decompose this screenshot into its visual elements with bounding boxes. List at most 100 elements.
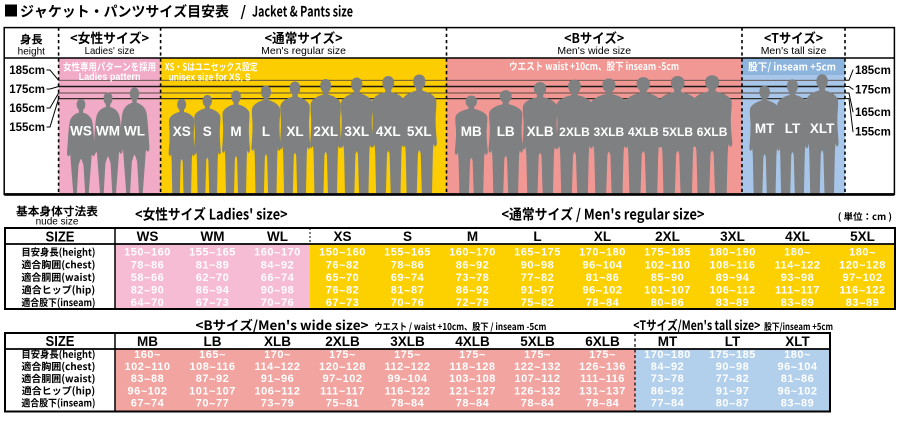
svg-text:165~175: 165~175 [514,247,561,260]
svg-text:69~74: 69~74 [391,272,425,285]
svg-text:185cm: 185cm [9,65,45,77]
svg-text:81~86: 81~86 [781,373,814,386]
svg-text:111~117: 111~117 [775,285,820,298]
svg-text:175~: 175~ [589,349,616,362]
svg-text:4XL: 4XL [376,124,401,139]
svg-text:SIZE: SIZE [46,333,75,350]
svg-text:107~112: 107~112 [514,373,560,386]
svg-text:90~98: 90~98 [521,259,554,272]
svg-text:78~84: 78~84 [586,297,620,310]
svg-text:120~128: 120~128 [839,259,886,272]
svg-text:S: S [403,229,412,244]
svg-text:MB: MB [461,124,482,139]
svg-text:90~98: 90~98 [716,361,749,374]
svg-text:86~94: 86~94 [196,285,230,298]
svg-text:5XL: 5XL [850,229,875,244]
svg-text:Men's regular size: Men's regular size [261,45,346,57]
svg-text:120~128: 120~128 [319,361,366,374]
svg-text:108~116: 108~116 [189,361,235,374]
svg-text:83~88: 83~88 [131,373,164,386]
svg-text:2XLB: 2XLB [559,125,590,139]
svg-text:2XLB: 2XLB [325,334,360,349]
svg-text:Ladies' size: Ladies' size [85,45,135,57]
svg-text:96~102: 96~102 [777,385,817,398]
svg-text:Men's tall size: Men's tall size [761,45,827,57]
svg-text:78~84: 78~84 [586,398,620,411]
svg-text:L: L [262,124,270,139]
svg-text:Ladies pattern: Ladies pattern [79,71,141,83]
svg-text:64~70: 64~70 [131,297,164,310]
svg-text:165cm: 165cm [9,103,45,115]
svg-text:84~92: 84~92 [651,361,684,374]
svg-text:XS: XS [173,124,191,139]
svg-text:106~112: 106~112 [709,285,755,298]
svg-text:101~107: 101~107 [644,285,691,298]
svg-text:66~74: 66~74 [261,272,295,285]
svg-text:MT: MT [755,121,775,136]
svg-text:180~: 180~ [784,247,811,260]
svg-text:114~122: 114~122 [254,361,300,374]
svg-text:WL: WL [124,124,145,139]
svg-text:175~: 175~ [394,349,421,362]
svg-text:99~104: 99~104 [387,373,427,386]
svg-text:XLB: XLB [527,124,554,139]
svg-text:155~165: 155~165 [189,247,236,260]
svg-text:5XL: 5XL [407,124,432,139]
svg-text:102~110: 102~110 [644,259,690,272]
svg-text:3XLB: 3XLB [594,125,625,139]
svg-text:2XL: 2XL [655,229,680,244]
svg-text:91~96: 91~96 [261,373,294,386]
svg-text:4XLB: 4XLB [628,125,659,139]
svg-text:78~84: 78~84 [456,398,490,411]
svg-text:73~79: 73~79 [261,398,294,411]
svg-text:155~165: 155~165 [384,247,431,260]
svg-text:65~70: 65~70 [326,272,359,285]
svg-text:170~180: 170~180 [644,349,691,362]
svg-text:97~102: 97~102 [322,373,362,386]
svg-text:103~108: 103~108 [449,373,496,386]
svg-text:83~89: 83~89 [846,297,879,310]
svg-text:3XL: 3XL [720,229,745,244]
svg-text:175~185: 175~185 [709,349,756,362]
svg-text:XS: XS [333,229,351,244]
svg-text:LT: LT [785,121,801,136]
svg-text:73~78: 73~78 [651,373,684,386]
svg-text:85~90: 85~90 [651,272,684,285]
svg-text:175~: 175~ [524,349,551,362]
svg-text:116~122: 116~122 [839,285,885,298]
svg-text:160~170: 160~170 [449,247,496,260]
svg-text:90~98: 90~98 [261,285,294,298]
svg-text:3XLB: 3XLB [390,334,425,349]
svg-text:70~76: 70~76 [391,297,424,310]
svg-text:80~86: 80~86 [651,297,684,310]
svg-text:M: M [467,229,478,244]
svg-text:121~127: 121~127 [449,385,496,398]
svg-text:SIZE: SIZE [46,229,75,246]
svg-text:WS: WS [137,229,159,244]
svg-text:175~185: 175~185 [644,247,691,260]
svg-text:83~89: 83~89 [716,297,749,310]
svg-text:78~86: 78~86 [391,259,424,272]
svg-text:LT: LT [725,334,741,349]
svg-text:102~110: 102~110 [124,361,170,374]
svg-text:6XLB: 6XLB [697,125,728,139]
svg-text:MB: MB [137,334,158,349]
svg-text:70~76: 70~76 [261,297,294,310]
svg-text:77~82: 77~82 [716,373,749,386]
svg-text:150~160: 150~160 [319,247,366,260]
svg-text:72~79: 72~79 [456,297,489,310]
svg-text:S: S [203,124,212,139]
svg-text:WM: WM [96,124,120,139]
svg-text:83~89: 83~89 [781,297,814,310]
svg-text:175~: 175~ [459,349,486,362]
svg-text:118~128: 118~128 [449,361,495,374]
svg-text:77~82: 77~82 [521,272,554,285]
svg-text:111~116: 111~116 [580,373,625,386]
svg-text:126~132: 126~132 [514,385,561,398]
svg-text:126~136: 126~136 [579,361,626,374]
svg-text:114~122: 114~122 [774,259,820,272]
svg-text:96~104: 96~104 [777,361,817,374]
svg-text:4XLB: 4XLB [455,334,490,349]
svg-text:70~77: 70~77 [196,398,229,411]
svg-text:3XL: 3XL [344,124,369,139]
